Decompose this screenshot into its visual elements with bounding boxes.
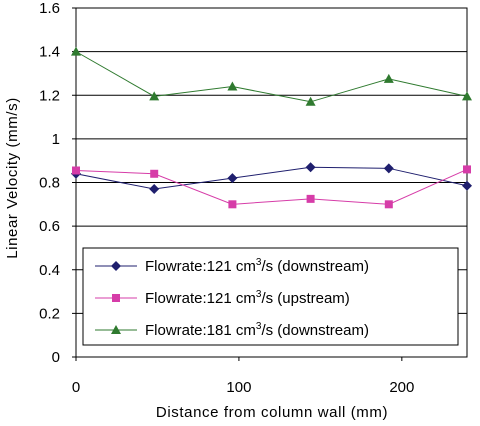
data-point [228,200,237,209]
data-point [227,173,238,184]
y-tick-label: 0.8 [39,175,60,192]
y-tick-label: 1.6 [39,0,60,17]
y-tick-label: 0.2 [39,305,60,322]
data-point [383,163,394,174]
data-point [149,91,160,101]
legend-entry: Flowrate:121 cm3/s (downstream) [95,257,369,275]
y-tick-label: 1.4 [39,44,60,61]
series-line [75,168,468,205]
legend-box [82,247,459,346]
y-tick-label: 1 [52,131,60,148]
legend-marker [112,294,120,302]
data-point [462,91,472,101]
data-point [306,194,315,203]
legend-entry: Flowrate:181 cm3/s (downstream) [95,321,369,339]
series-line [75,51,468,103]
x-axis-ticks: 0 100 200 [72,357,414,396]
data-point [305,96,316,106]
y-axis-ticks: 0 0.2 0.4 0.6 0.8 1 1.2 1.4 1.6 [39,0,76,366]
data-point [463,165,471,174]
y-axis-label: Linear Velocity (mm/s) [4,97,21,259]
x-tick-label: 100 [226,379,251,396]
legend-marker [111,325,121,334]
y-tick-label: 0.6 [39,218,60,235]
data-point [305,162,316,173]
legend-label: Flowrate:181 cm3/s (downstream) [145,321,369,339]
series-line [75,166,468,190]
series-markers [71,46,472,209]
legend: Flowrate:121 cm3/s (downstream) Flowrate:… [82,247,459,346]
series-lines [75,51,468,205]
data-point [462,180,472,191]
x-tick-label: 0 [72,379,80,396]
data-point [72,166,80,175]
legend-label: Flowrate:121 cm3/s (upstream) [145,289,350,307]
legend-entry: Flowrate:121 cm3/s (upstream) [95,289,350,307]
y-tick-label: 1.2 [39,87,60,104]
data-point [227,81,238,91]
x-axis-label: Distance from column wall (mm) [156,404,388,421]
legend-marker [111,261,121,271]
legend-label: Flowrate:121 cm3/s (downstream) [145,257,369,275]
data-point [150,169,159,178]
y-tick-label: 0.4 [39,262,60,279]
y-tick-label: 0 [52,349,60,366]
data-point [383,73,394,83]
data-point [71,46,81,56]
data-point [149,184,160,195]
data-point [384,200,393,209]
x-tick-label: 200 [389,379,414,396]
